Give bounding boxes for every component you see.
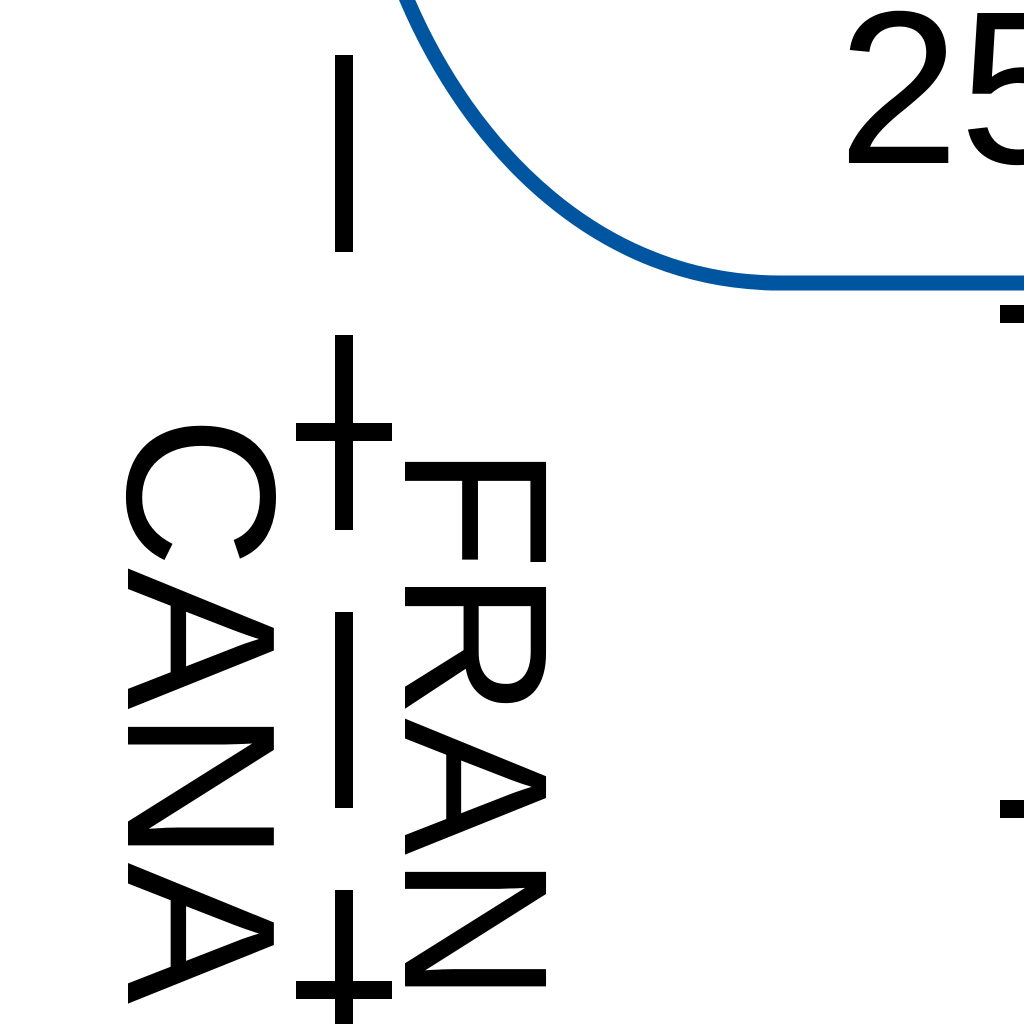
marker <box>1000 305 1024 323</box>
marker <box>1000 800 1024 818</box>
country-label: CANA <box>83 415 320 1004</box>
country-label: FRAN <box>361 445 590 1003</box>
number-label: 25 <box>838 0 1024 210</box>
dashed-border <box>296 55 392 1024</box>
boundary-curve <box>398 0 1024 291</box>
